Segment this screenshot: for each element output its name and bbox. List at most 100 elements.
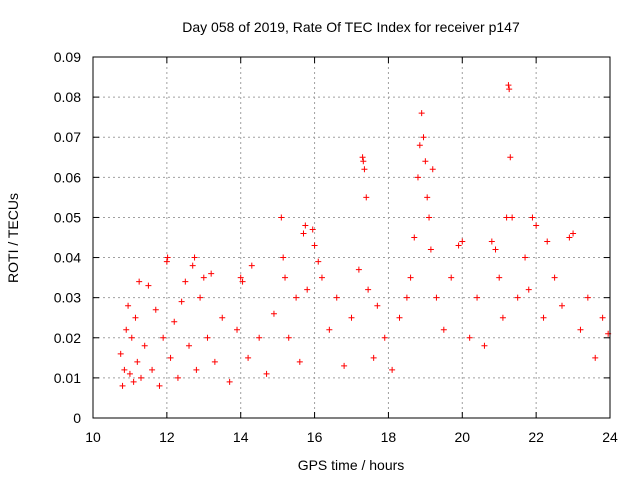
data-point xyxy=(514,294,521,301)
x-tick-label: 18 xyxy=(381,429,397,445)
data-point xyxy=(507,154,514,161)
data-point xyxy=(492,246,499,253)
data-point xyxy=(174,374,181,381)
data-point xyxy=(315,258,322,265)
data-point xyxy=(570,230,577,237)
data-point xyxy=(160,334,167,341)
data-point xyxy=(141,342,148,349)
data-point xyxy=(193,366,200,373)
data-point xyxy=(119,382,126,389)
data-point xyxy=(459,238,466,245)
x-tick-label: 24 xyxy=(602,429,618,445)
y-tick-label: 0.09 xyxy=(54,49,81,65)
data-point xyxy=(396,314,403,321)
data-point xyxy=(411,234,418,241)
data-point xyxy=(300,230,307,237)
data-point xyxy=(503,214,510,221)
data-point xyxy=(178,298,185,305)
y-axis-label: ROTI / TECUs xyxy=(5,193,21,283)
data-point xyxy=(164,254,171,261)
data-point xyxy=(278,214,285,221)
data-point xyxy=(296,358,303,365)
data-point xyxy=(128,334,135,341)
data-point xyxy=(424,194,431,201)
data-point xyxy=(577,326,584,333)
data-point xyxy=(304,286,311,293)
data-point xyxy=(248,262,255,269)
data-point xyxy=(427,246,434,253)
data-point xyxy=(359,154,366,161)
data-point xyxy=(167,354,174,361)
data-point xyxy=(360,158,367,165)
data-point xyxy=(414,174,421,181)
data-point xyxy=(426,214,433,221)
data-point xyxy=(440,326,447,333)
data-point xyxy=(333,294,340,301)
data-point xyxy=(200,274,207,281)
data-point xyxy=(163,258,170,265)
data-point xyxy=(481,342,488,349)
axis-ticks: 10 12 14 16 18 20 22 24 0 0.01 0.02 0.03 0.04 0.05 0.0… xyxy=(54,49,618,445)
data-point xyxy=(156,382,163,389)
data-point xyxy=(186,342,193,349)
data-point xyxy=(234,326,241,333)
data-point xyxy=(418,110,425,117)
data-point xyxy=(348,314,355,321)
data-point xyxy=(540,314,547,321)
data-point xyxy=(370,354,377,361)
data-point xyxy=(455,242,462,249)
data-point xyxy=(566,234,573,241)
data-point xyxy=(529,214,536,221)
data-point xyxy=(256,334,263,341)
x-axis-label: GPS time / hours xyxy=(298,457,405,473)
data-point xyxy=(211,358,218,365)
data-point xyxy=(245,354,252,361)
data-point xyxy=(466,334,473,341)
data-point xyxy=(584,294,591,301)
y-tick-label: 0.07 xyxy=(54,129,81,145)
data-point xyxy=(355,266,362,273)
data-point xyxy=(420,134,427,141)
data-point xyxy=(219,314,226,321)
data-point xyxy=(239,278,246,285)
data-point xyxy=(138,374,145,381)
data-point xyxy=(204,334,211,341)
data-point xyxy=(191,254,198,261)
data-point xyxy=(311,242,318,249)
chart-title: Day 058 of 2019, Rate Of TEC Index for r… xyxy=(182,19,520,35)
data-point xyxy=(505,82,512,89)
data-point xyxy=(429,166,436,173)
data-point xyxy=(448,274,455,281)
data-point xyxy=(403,294,410,301)
data-point xyxy=(363,194,370,201)
data-point xyxy=(130,378,137,385)
y-tick-label: 0.05 xyxy=(54,209,81,225)
x-tick-label: 12 xyxy=(159,429,175,445)
data-point xyxy=(551,274,558,281)
data-point xyxy=(149,366,156,373)
data-point xyxy=(136,278,143,285)
data-point xyxy=(117,350,124,357)
data-point xyxy=(474,294,481,301)
data-point xyxy=(416,142,423,149)
y-tick-label: 0.01 xyxy=(54,370,81,386)
data-point xyxy=(365,286,372,293)
data-point xyxy=(544,238,551,245)
data-point xyxy=(558,302,565,309)
data-point xyxy=(361,166,368,173)
data-point xyxy=(374,302,381,309)
data-point xyxy=(171,318,178,325)
x-tick-label: 16 xyxy=(307,429,323,445)
data-point xyxy=(226,378,233,385)
data-point xyxy=(263,370,270,377)
x-tick-label: 14 xyxy=(233,429,249,445)
data-point xyxy=(293,294,300,301)
data-point xyxy=(506,86,513,93)
data-point xyxy=(132,314,139,321)
data-point xyxy=(121,366,128,373)
x-tick-label: 20 xyxy=(454,429,470,445)
y-tick-label: 0.02 xyxy=(54,330,81,346)
data-point xyxy=(488,238,495,245)
